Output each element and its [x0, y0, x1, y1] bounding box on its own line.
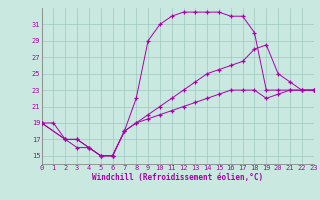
X-axis label: Windchill (Refroidissement éolien,°C): Windchill (Refroidissement éolien,°C) [92, 173, 263, 182]
